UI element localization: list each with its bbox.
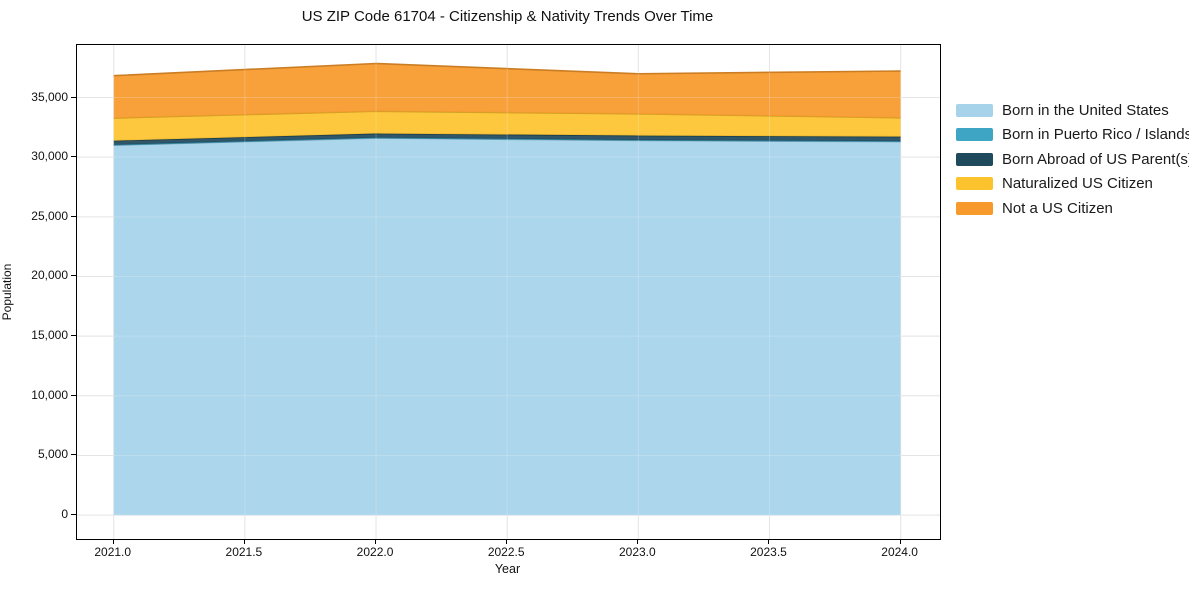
- y-tick-mark: [71, 275, 76, 277]
- x-tick-mark: [375, 539, 377, 544]
- y-tick-label: 30,000: [31, 149, 68, 164]
- x-tick-mark: [637, 539, 639, 544]
- legend-item-born-in-puerto-rico-islands: Born in Puerto Rico / Islands: [956, 123, 1189, 148]
- legend-item-not-a-us-citizen: Not a US Citizen: [956, 196, 1189, 221]
- y-tick-mark: [71, 96, 76, 98]
- x-tick-label: 2021.5: [225, 545, 263, 559]
- legend-label: Not a US Citizen: [1002, 199, 1113, 217]
- y-tick-label: 20,000: [31, 268, 68, 283]
- legend-swatch-born-in-puerto-rico-islands: [956, 128, 993, 142]
- x-tick-mark: [112, 539, 114, 544]
- x-tick-mark: [768, 539, 770, 544]
- y-tick-mark: [71, 514, 76, 516]
- y-tick-label: 5,000: [37, 447, 68, 462]
- x-tick-mark: [506, 539, 508, 544]
- x-tick-label: 2022.5: [487, 545, 525, 559]
- y-tick-mark: [71, 335, 76, 337]
- area-born-in-the-united-states: [113, 138, 901, 516]
- area-not-a-us-citizen: [113, 63, 901, 119]
- y-tick-mark: [71, 156, 76, 158]
- y-tick-label: 25,000: [31, 208, 68, 223]
- x-axis-label: Year: [494, 562, 521, 576]
- x-tick-label: 2021.0: [94, 545, 132, 559]
- x-tick-label: 2023.0: [618, 545, 656, 559]
- chart-title: US ZIP Code 61704 - Citizenship & Nativi…: [301, 8, 714, 25]
- y-tick-mark: [71, 215, 76, 217]
- legend-label: Naturalized US Citizen: [1002, 175, 1153, 193]
- legend-swatch-born-in-the-united-states: [956, 103, 993, 117]
- legend-item-born-in-the-united-states: Born in the United States: [956, 98, 1189, 123]
- legend-label: Born in Puerto Rico / Islands: [1002, 126, 1189, 144]
- plot-area: [76, 44, 941, 540]
- legend-swatch-not-a-us-citizen: [956, 201, 993, 215]
- legend-item-naturalized-us-citizen: Naturalized US Citizen: [956, 172, 1189, 197]
- legend-item-born-abroad-of-us-parent-s: Born Abroad of US Parent(s): [956, 147, 1189, 172]
- legend-swatch-born-abroad-of-us-parent-s: [956, 152, 993, 166]
- x-tick-mark: [243, 539, 245, 544]
- y-axis-label: Population: [0, 263, 14, 321]
- y-tick-mark: [71, 394, 76, 396]
- x-tick-label: 2022.0: [356, 545, 394, 559]
- y-tick-label: 10,000: [31, 387, 68, 402]
- legend-label: Born in the United States: [1002, 101, 1169, 119]
- stacked-area-chart: [77, 45, 940, 539]
- y-tick-label: 0: [61, 507, 68, 522]
- legend-swatch-naturalized-us-citizen: [956, 177, 993, 191]
- x-tick-label: 2023.5: [750, 545, 787, 559]
- legend-label: Born Abroad of US Parent(s): [1002, 150, 1189, 168]
- x-tick-mark: [899, 539, 901, 544]
- x-tick-label: 2024.0: [881, 545, 918, 559]
- y-tick-label: 35,000: [31, 89, 68, 104]
- y-tick-label: 15,000: [31, 328, 68, 343]
- edge-not-a-us-citizen: [113, 62, 901, 77]
- y-tick-mark: [71, 454, 76, 456]
- legend: Born in the United States Born in Puerto …: [956, 98, 1189, 221]
- area-naturalized-us-citizen: [113, 111, 901, 141]
